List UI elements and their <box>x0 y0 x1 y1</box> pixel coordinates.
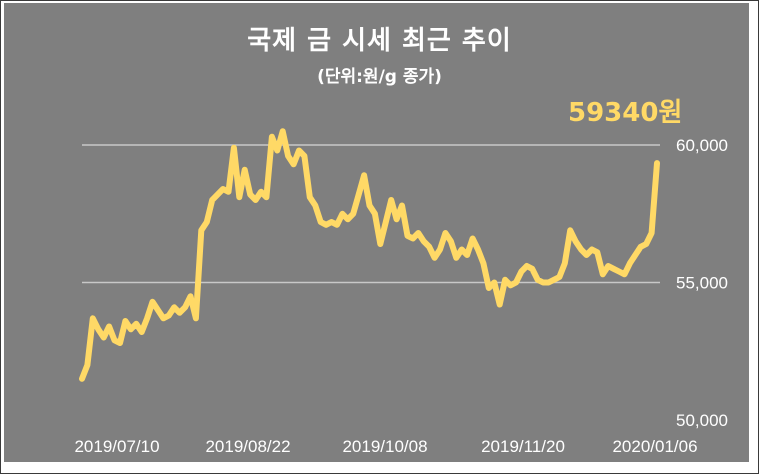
x-axis-ticks: 2019/07/10 2019/08/22 2019/10/08 2019/11/20… <box>74 437 697 456</box>
x-tick-label: 2020/01/06 <box>612 437 697 456</box>
gold-price-line <box>79 128 660 382</box>
x-tick-label: 2019/11/20 <box>481 437 565 456</box>
y-tick-label: 55,000 <box>676 274 728 293</box>
x-tick-label: 2019/07/10 <box>74 437 159 456</box>
chart-subtitle: (단위:원/g 종가) <box>317 67 442 87</box>
y-axis-ticks: 60,000 55,000 50,000 <box>676 136 728 430</box>
gridlines <box>82 144 660 284</box>
x-tick-label: 2019/10/08 <box>342 437 427 456</box>
y-tick-label: 60,000 <box>676 136 728 155</box>
x-tick-label: 2019/08/22 <box>205 437 290 456</box>
latest-price-callout: 59340원 <box>568 98 683 128</box>
chart-title: 국제 금 시세 최근 추이 <box>247 26 512 56</box>
series-group <box>79 128 660 382</box>
y-tick-label: 50,000 <box>676 411 728 430</box>
